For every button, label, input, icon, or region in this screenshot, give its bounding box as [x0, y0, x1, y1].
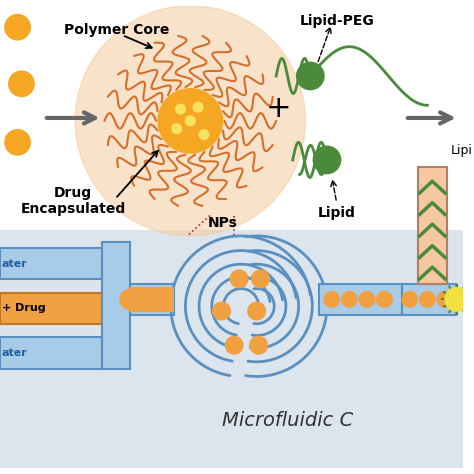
Circle shape: [359, 292, 375, 307]
Text: Drug
Encapsulated: Drug Encapsulated: [20, 186, 126, 217]
Circle shape: [172, 124, 182, 134]
Circle shape: [185, 116, 195, 126]
Circle shape: [324, 292, 339, 307]
Circle shape: [5, 130, 30, 155]
Circle shape: [297, 62, 324, 90]
Circle shape: [5, 15, 30, 40]
FancyBboxPatch shape: [130, 284, 173, 315]
Circle shape: [313, 146, 341, 173]
FancyBboxPatch shape: [0, 230, 463, 468]
FancyBboxPatch shape: [102, 242, 130, 369]
FancyBboxPatch shape: [0, 337, 102, 369]
FancyBboxPatch shape: [319, 284, 402, 315]
Circle shape: [402, 292, 418, 307]
Circle shape: [419, 292, 435, 307]
Text: + Drug: + Drug: [2, 303, 46, 313]
Circle shape: [193, 102, 203, 112]
Circle shape: [437, 292, 453, 307]
Text: Lipid: Lipid: [318, 206, 356, 220]
Circle shape: [158, 89, 222, 153]
Circle shape: [248, 302, 265, 320]
FancyBboxPatch shape: [130, 287, 173, 312]
Circle shape: [75, 6, 305, 236]
Text: Lipi: Lipi: [451, 144, 473, 157]
Text: NPs: NPs: [208, 216, 237, 229]
Circle shape: [230, 270, 248, 288]
Circle shape: [176, 104, 185, 114]
Circle shape: [226, 337, 243, 354]
Text: +: +: [265, 94, 291, 123]
Circle shape: [252, 270, 269, 288]
FancyBboxPatch shape: [0, 247, 102, 279]
Circle shape: [9, 71, 34, 97]
Circle shape: [199, 130, 209, 139]
Text: ater: ater: [2, 259, 27, 269]
Circle shape: [213, 302, 230, 320]
Text: ater: ater: [2, 348, 27, 358]
Circle shape: [120, 290, 139, 309]
FancyBboxPatch shape: [418, 167, 447, 284]
Circle shape: [377, 292, 392, 307]
Circle shape: [250, 337, 267, 354]
FancyBboxPatch shape: [0, 292, 102, 324]
Text: Polymer Core: Polymer Core: [64, 23, 170, 37]
Text: Lipid-PEG: Lipid-PEG: [299, 14, 374, 27]
Text: Microfluidic C: Microfluidic C: [222, 411, 354, 430]
FancyBboxPatch shape: [402, 284, 456, 315]
Circle shape: [445, 288, 468, 311]
Circle shape: [342, 292, 357, 307]
